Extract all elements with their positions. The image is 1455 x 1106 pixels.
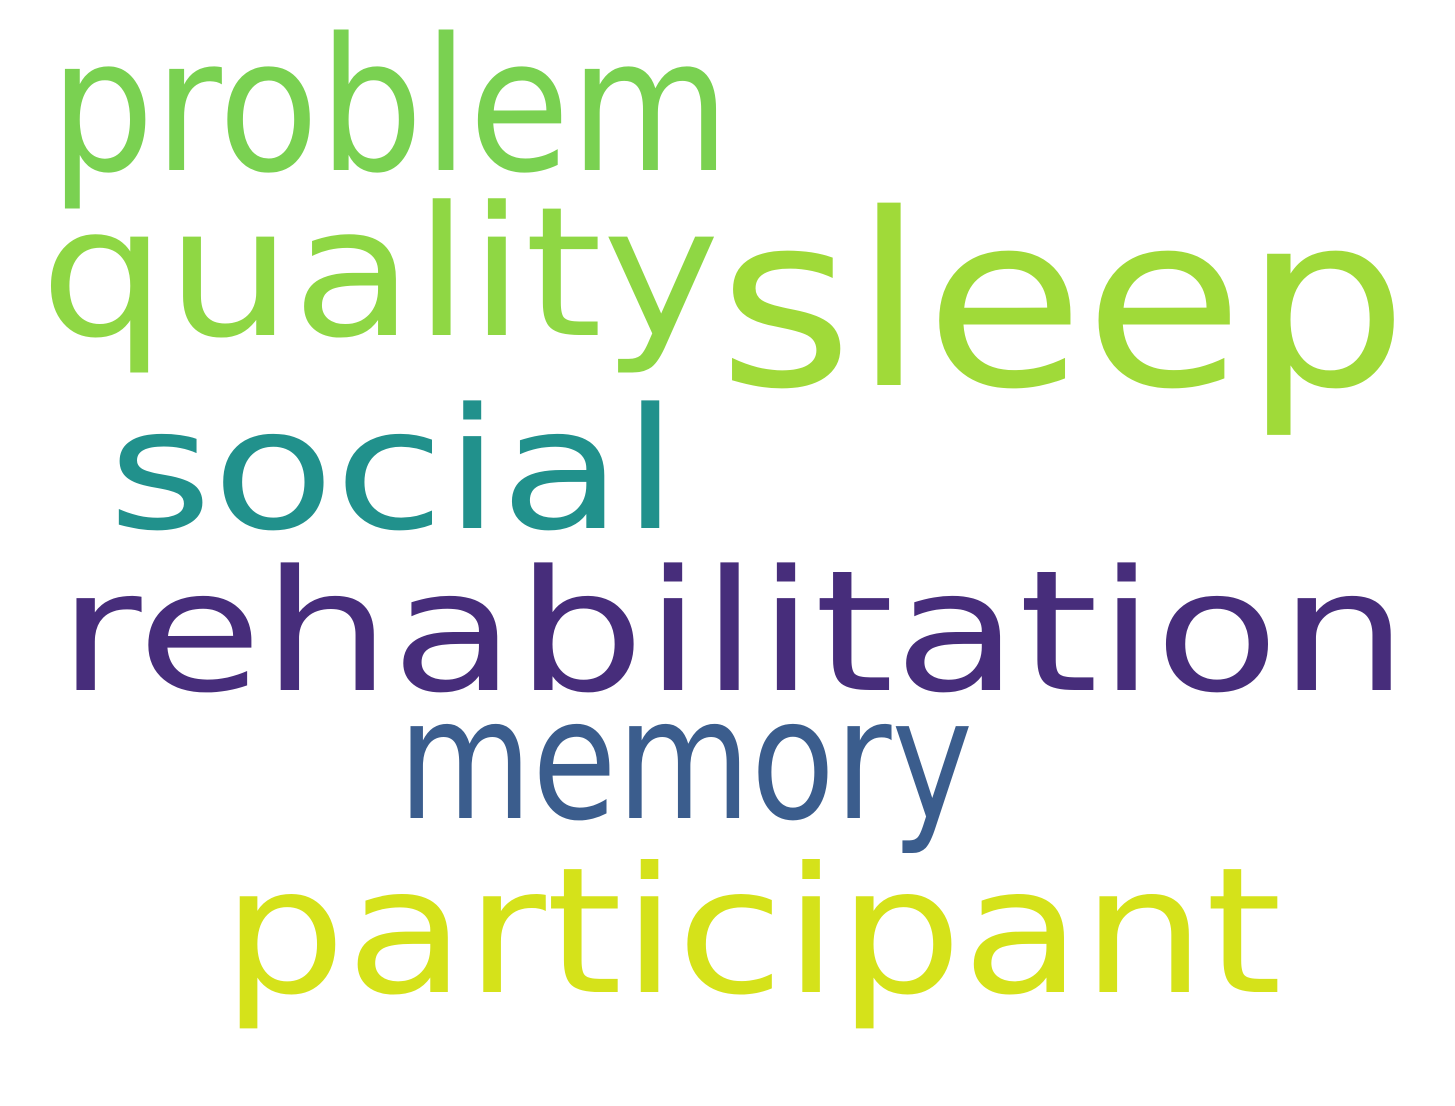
word-problem: problem (50, 0, 730, 214)
word-rehabilitation: rehabilitation (58, 534, 1408, 730)
word-memory: memory (398, 662, 973, 858)
word-sleep: sleep (718, 162, 1408, 442)
word-participant: participant (222, 831, 1282, 1034)
word-quality: quality (40, 169, 720, 378)
word-social: social (108, 372, 678, 568)
